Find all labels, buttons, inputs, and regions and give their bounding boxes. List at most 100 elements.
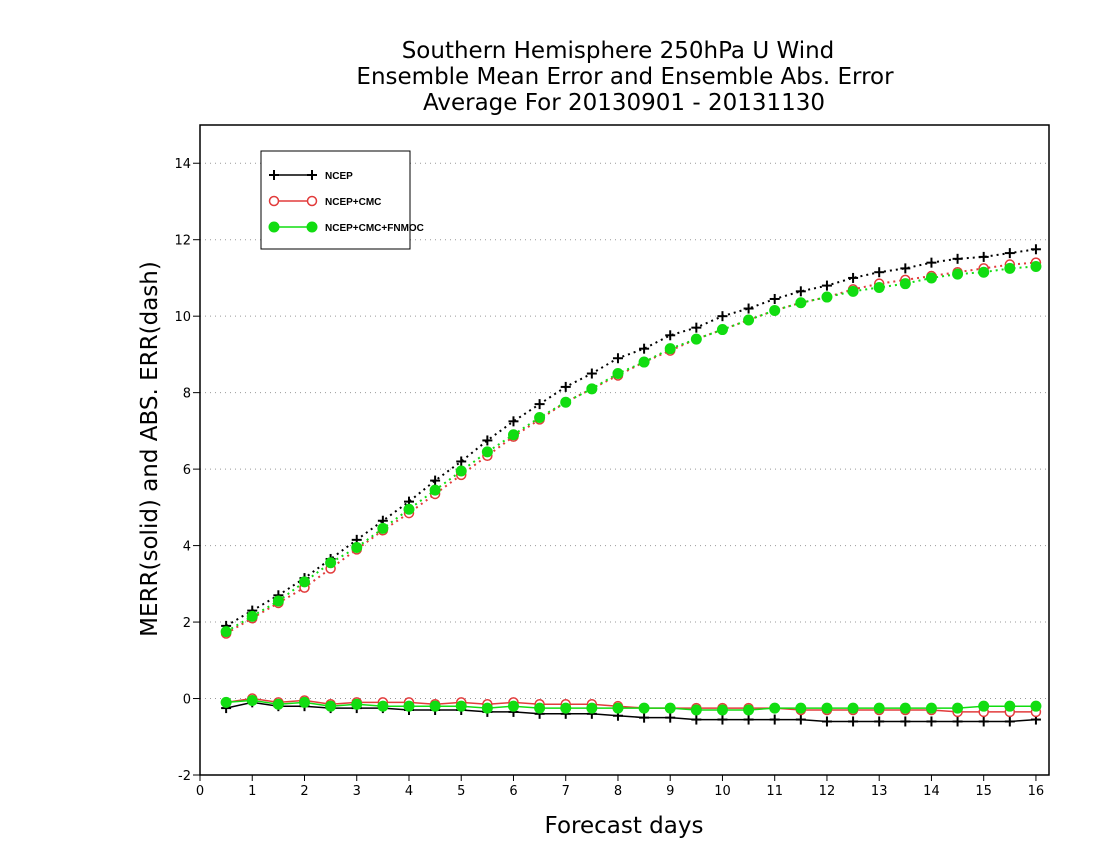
y-tick-label: 12 xyxy=(174,234,191,249)
abs-err-point xyxy=(638,356,650,368)
abs-err-point xyxy=(743,303,754,314)
x-tick-label: 12 xyxy=(819,784,836,799)
y-tick-label: 6 xyxy=(183,463,191,478)
abs-err-point xyxy=(507,429,519,441)
abs-err-point xyxy=(351,542,363,553)
abs-err-point xyxy=(717,311,728,322)
merr-point xyxy=(874,716,885,727)
abs-err-point xyxy=(586,368,597,379)
abs-err-point xyxy=(900,263,911,274)
legend-box xyxy=(260,150,411,250)
x-tick-label: 5 xyxy=(457,784,465,799)
merr-point xyxy=(1004,700,1016,712)
x-tick-label: 16 xyxy=(1028,784,1045,799)
abs-err-point xyxy=(769,304,781,316)
abs-err-point xyxy=(978,266,990,278)
x-tick-label: 11 xyxy=(766,784,783,799)
merr-point xyxy=(847,702,859,714)
abs-err-point xyxy=(482,435,493,446)
merr-point xyxy=(821,716,832,727)
abs-err-point xyxy=(455,465,467,477)
x-tick-label: 13 xyxy=(871,784,888,799)
merr-point xyxy=(926,716,937,727)
merr-point xyxy=(743,704,755,716)
x-tick-label: 15 xyxy=(975,784,992,799)
abs-err-point xyxy=(665,330,676,341)
abs-err-point xyxy=(899,278,911,290)
y-tick-label: 0 xyxy=(183,693,191,708)
abs-err-point xyxy=(272,595,284,607)
abs-err-point xyxy=(612,353,623,364)
abs-err-point xyxy=(534,399,545,410)
merr-point xyxy=(717,714,728,725)
merr-point xyxy=(429,700,441,712)
abs-err-point xyxy=(1004,248,1015,259)
abs-err-point xyxy=(716,324,728,336)
abs-err-point xyxy=(847,285,859,297)
abs-err-point xyxy=(639,343,650,354)
merr-point xyxy=(848,716,859,727)
merr-point xyxy=(821,702,833,714)
abs-err-point xyxy=(952,268,964,280)
abs-err-point xyxy=(377,522,389,534)
merr-point xyxy=(612,702,624,714)
series-0 xyxy=(221,244,1041,727)
abs-err-point xyxy=(1004,262,1016,274)
y-tick-label: 14 xyxy=(174,157,191,172)
abs-err-point xyxy=(925,272,937,284)
legend: NCEP NCEP+CMC NCEP+CMC+FNMOC xyxy=(260,150,424,250)
merr-point xyxy=(455,700,467,712)
abs-err-point xyxy=(560,396,572,408)
abs-err-line xyxy=(225,265,1036,633)
abs-err-point xyxy=(691,322,702,333)
merr-point xyxy=(665,712,676,723)
abs-err-point xyxy=(403,503,415,515)
legend-marker xyxy=(269,170,279,180)
abs-err-line xyxy=(225,261,1036,635)
plot-area-frame xyxy=(199,124,1050,776)
x-tick-label: 4 xyxy=(405,784,413,799)
abs-err-point xyxy=(952,253,963,264)
legend-label: NCEP+CMC xyxy=(325,197,381,208)
abs-err-point xyxy=(481,446,493,458)
abs-err-point xyxy=(926,257,937,268)
abs-err-point xyxy=(821,291,833,303)
legend-marker xyxy=(306,195,318,207)
merr-point xyxy=(978,700,990,712)
merr-point xyxy=(952,702,964,714)
merr-point xyxy=(1004,716,1015,727)
merr-point xyxy=(351,698,363,710)
merr-point xyxy=(1030,700,1042,712)
merr-point xyxy=(403,700,415,712)
merr-point xyxy=(873,702,885,714)
abs-err-point xyxy=(743,314,755,326)
y-axis-label: MERR(solid) and ABS. ERR(dash) xyxy=(137,261,163,637)
abs-err-point xyxy=(246,610,258,622)
y-axis-ticks: -2 0 2 4 6 8 10 12 14 xyxy=(174,157,200,784)
abs-err-point xyxy=(325,557,337,569)
abs-err-point xyxy=(534,412,546,423)
merr-point xyxy=(325,700,337,712)
merr-point xyxy=(220,696,232,708)
merr-point xyxy=(978,716,989,727)
chart-title-line-1: Southern Hemisphere 250hPa U Wind xyxy=(402,38,835,64)
legend-item-0: NCEP xyxy=(269,170,353,182)
legend-label: NCEP+CMC+FNMOC xyxy=(325,223,424,234)
chart-title-line-3: Average For 20130901 - 20131130 xyxy=(423,90,825,116)
abs-err-point xyxy=(456,456,467,467)
merr-point xyxy=(795,714,806,725)
legend-items: NCEP NCEP+CMC NCEP+CMC+FNMOC xyxy=(268,170,424,234)
abs-err-point xyxy=(220,626,232,638)
abs-err-point xyxy=(1030,244,1041,255)
series-1 xyxy=(220,257,1042,718)
abs-err-point xyxy=(560,381,571,392)
merr-point xyxy=(246,694,258,706)
series-layer xyxy=(220,244,1042,727)
x-tick-label: 6 xyxy=(509,784,517,799)
merr-point xyxy=(691,714,702,725)
abs-err-point xyxy=(586,383,598,395)
chart-title-line-2: Ensemble Mean Error and Ensemble Abs. Er… xyxy=(356,64,894,90)
merr-point xyxy=(743,714,754,725)
merr-point xyxy=(795,702,807,714)
